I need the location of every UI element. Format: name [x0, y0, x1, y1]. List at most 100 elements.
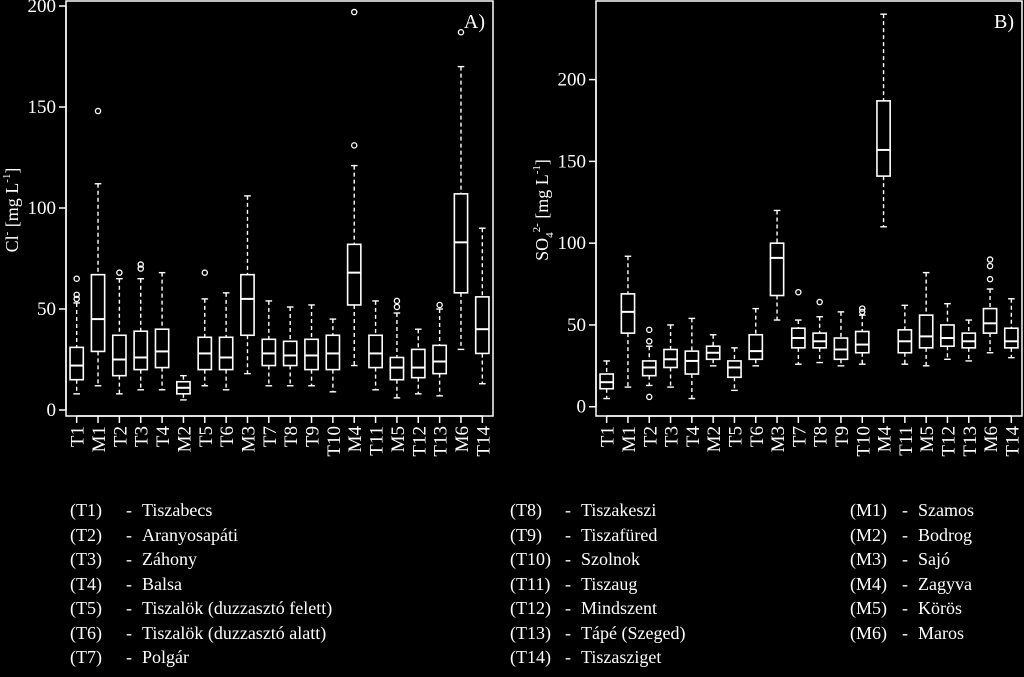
x-tick-label: T5: [725, 426, 746, 447]
panel-label: B): [994, 11, 1014, 33]
box-T1: [599, 360, 615, 400]
outlier-point: [350, 142, 358, 149]
box-T11: [368, 300, 383, 391]
box-T14: [1003, 298, 1019, 359]
legend-code: (T12): [510, 598, 551, 618]
box-T1: [69, 275, 85, 395]
legend-item: (M1) - Szamos: [850, 498, 974, 523]
iqr-box: [620, 293, 636, 334]
iqr-box: [325, 334, 341, 371]
box-T2: [641, 326, 657, 401]
outlier-point: [350, 8, 358, 16]
iqr-box: [240, 273, 255, 337]
x-tick-label: M1: [619, 426, 640, 452]
legend-separator: -: [126, 573, 132, 594]
x-tick-label: M2: [704, 426, 725, 452]
legend-station-name: Szamos: [918, 500, 974, 520]
x-tick-label: T13: [960, 426, 981, 457]
legend-station-name: Polgár: [142, 647, 189, 667]
legend-code: (T4): [70, 573, 102, 594]
outlier-point: [73, 291, 80, 299]
legend-station-name: Tiszabecs: [142, 500, 213, 520]
legend-station-name: Tiszaug: [581, 573, 638, 594]
legend-item: (T11) - Tiszaug: [510, 572, 685, 597]
x-tick-label: T2: [640, 426, 661, 447]
legend-item: (M5) - Körös: [850, 596, 974, 621]
outlier-point: [201, 269, 209, 276]
outlier-point: [646, 338, 653, 345]
box-T11: [897, 304, 913, 365]
plot-frame: [595, 0, 1023, 417]
iqr-box: [154, 328, 170, 369]
legend-station-name: Záhony: [142, 549, 197, 569]
outlier-point: [986, 256, 994, 263]
box-T3: [133, 261, 149, 391]
legend-separator: -: [902, 549, 908, 569]
box-T6: [218, 292, 234, 391]
box-T12: [410, 328, 426, 395]
iqr-box: [1003, 327, 1019, 349]
iqr-box: [304, 338, 319, 371]
legend-separator: -: [126, 500, 132, 520]
iqr-box: [218, 336, 234, 371]
box-T10: [854, 305, 870, 365]
legend-item: (M4) - Zagyva: [850, 572, 974, 597]
box-T5: [727, 347, 742, 392]
y-tick-label: 0: [47, 400, 57, 421]
box-M1: [620, 255, 636, 388]
box-T14: [474, 227, 490, 385]
y-tick-label: 150: [28, 97, 57, 118]
legend-item: (M6) - Maros: [850, 621, 974, 646]
outlier-point: [436, 301, 443, 309]
y-tick-label: 100: [28, 198, 57, 219]
x-tick-label: T13: [431, 426, 452, 457]
y-label-unit: [mg L: [2, 183, 22, 232]
outlier-point: [646, 326, 653, 334]
outlier-point: [116, 269, 123, 276]
iqr-box: [282, 340, 298, 367]
legend-column-1: (T1) - Tiszabecs (T2) - Aranyosapáti (T3) - Zá…: [70, 498, 332, 670]
x-tick-label: T3: [132, 426, 153, 447]
legend-item: (T5) - Tiszalök (duzzasztó felett): [70, 596, 332, 621]
legend-item: (T13) - Tápé (Szeged): [510, 621, 685, 646]
legend-code: (M2): [850, 524, 887, 545]
legend-separator: -: [902, 622, 908, 643]
legend-separator: -: [565, 549, 571, 569]
iqr-box: [769, 242, 785, 297]
outlier-point: [393, 303, 401, 311]
box-T7: [261, 300, 277, 387]
legend-station-name: Tápé (Szeged): [581, 622, 686, 643]
outlier-point: [137, 265, 144, 272]
legend-code: (T9): [510, 524, 542, 545]
box-M5: [918, 271, 934, 367]
legend-station-name: Tiszasziget: [581, 647, 662, 667]
legend-separator: -: [565, 524, 571, 545]
y-label-unit: [mg L: [532, 174, 552, 223]
x-tick-label: T4: [683, 426, 704, 448]
box-T13: [961, 319, 977, 362]
legend-station-name: Tiszakeszi: [581, 500, 657, 520]
box-M4: [876, 13, 891, 228]
x-tick-label: T6: [747, 426, 768, 447]
x-tick-label: T8: [811, 426, 832, 447]
x-tick-label: M5: [917, 426, 938, 452]
legend-code: (M1): [850, 500, 887, 520]
legend-separator: -: [126, 622, 132, 643]
legend-separator: -: [902, 573, 908, 594]
legend-code: (M4): [850, 573, 887, 594]
x-tick-label: M2: [174, 426, 195, 452]
box-T3: [663, 324, 678, 388]
y-tick-label: 200: [558, 70, 587, 91]
outlier-point: [986, 262, 994, 270]
box-M2: [705, 334, 721, 367]
outlier-point: [986, 275, 994, 283]
box-M6: [453, 29, 469, 351]
y-label-unit-close: ]: [532, 159, 552, 165]
iqr-box: [90, 273, 106, 353]
legend-item: (T8) - Tiszakeszi: [510, 498, 685, 523]
x-tick-label: M4: [345, 426, 366, 453]
x-tick-label: T10: [853, 426, 874, 457]
iqr-box: [69, 346, 85, 381]
legend-separator: -: [565, 500, 571, 520]
